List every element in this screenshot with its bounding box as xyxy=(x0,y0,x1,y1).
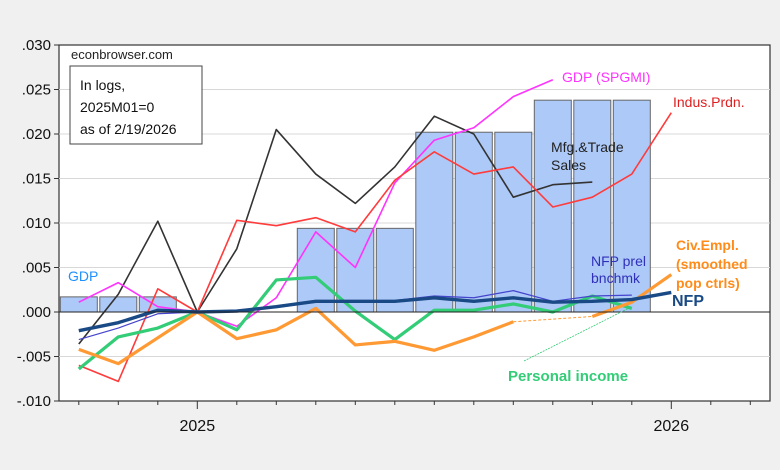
y-tick-label: .000 xyxy=(22,304,51,321)
note-line-3: as of 2/19/2026 xyxy=(80,121,177,137)
series-line-mfg-trade-sales xyxy=(78,115,593,345)
label-gdp: GDP xyxy=(68,268,98,284)
personal-income-leader-line xyxy=(523,306,632,362)
series-line-gdp-spgmi- xyxy=(78,78,554,328)
series-lines xyxy=(77,78,673,383)
series-line-indus-prdn- xyxy=(78,112,672,383)
gdp-bar xyxy=(612,99,651,313)
label-civ-2: (smoothed xyxy=(676,256,748,272)
label-mfg-1: Mfg.&Trade xyxy=(551,139,624,155)
y-tick-label: .010 xyxy=(22,215,51,232)
gdp-bar xyxy=(59,296,98,313)
x-tick-label: 2025 xyxy=(180,418,216,435)
label-indus-prdn: Indus.Prdn. xyxy=(673,94,745,110)
label-civ-3: pop ctrls) xyxy=(676,275,740,291)
y-tick-label: -.010 xyxy=(17,393,51,410)
label-nfp-prel-2: bnchmk xyxy=(591,270,641,286)
axes: -.010 -.005 .000 .005 .010 .015 .020 .025 .030 20… xyxy=(17,37,770,435)
label-nfp-prel-1: NFP prel xyxy=(591,253,646,269)
y-tick-label: .025 xyxy=(22,82,51,99)
label-civ-1: Civ.Empl. xyxy=(676,237,739,253)
label-personal-income: Personal income xyxy=(508,368,628,385)
series-line-personal-income xyxy=(77,275,633,371)
y-tick-label: .015 xyxy=(22,171,51,188)
series-gap-bridge xyxy=(513,315,593,323)
note-line-2: 2025M01=0 xyxy=(80,99,155,115)
note-box xyxy=(69,65,203,145)
y-tick-label: .020 xyxy=(22,126,51,143)
y-tick-label: -.005 xyxy=(17,349,51,366)
note-line-1: In logs, xyxy=(80,77,125,93)
gdp-bar xyxy=(296,227,335,313)
gdp-bar xyxy=(454,131,493,313)
y-tick-label: .030 xyxy=(22,37,51,54)
gdp-bar xyxy=(375,227,414,313)
y-tick-label: .005 xyxy=(22,260,51,277)
label-mfg-2: Sales xyxy=(551,157,586,173)
series-line-nfp xyxy=(78,290,672,333)
series-line-civ-empl-smoothed-pop-ctrls- xyxy=(78,306,514,366)
label-gdp-spgmi: GDP (SPGMI) xyxy=(562,69,650,85)
label-nfp: NFP xyxy=(672,293,704,310)
x-tick-label: 2026 xyxy=(654,418,690,435)
gdp-bar xyxy=(573,99,612,313)
watermark: econbrowser.com xyxy=(71,47,173,62)
gdp-bar xyxy=(494,131,533,313)
